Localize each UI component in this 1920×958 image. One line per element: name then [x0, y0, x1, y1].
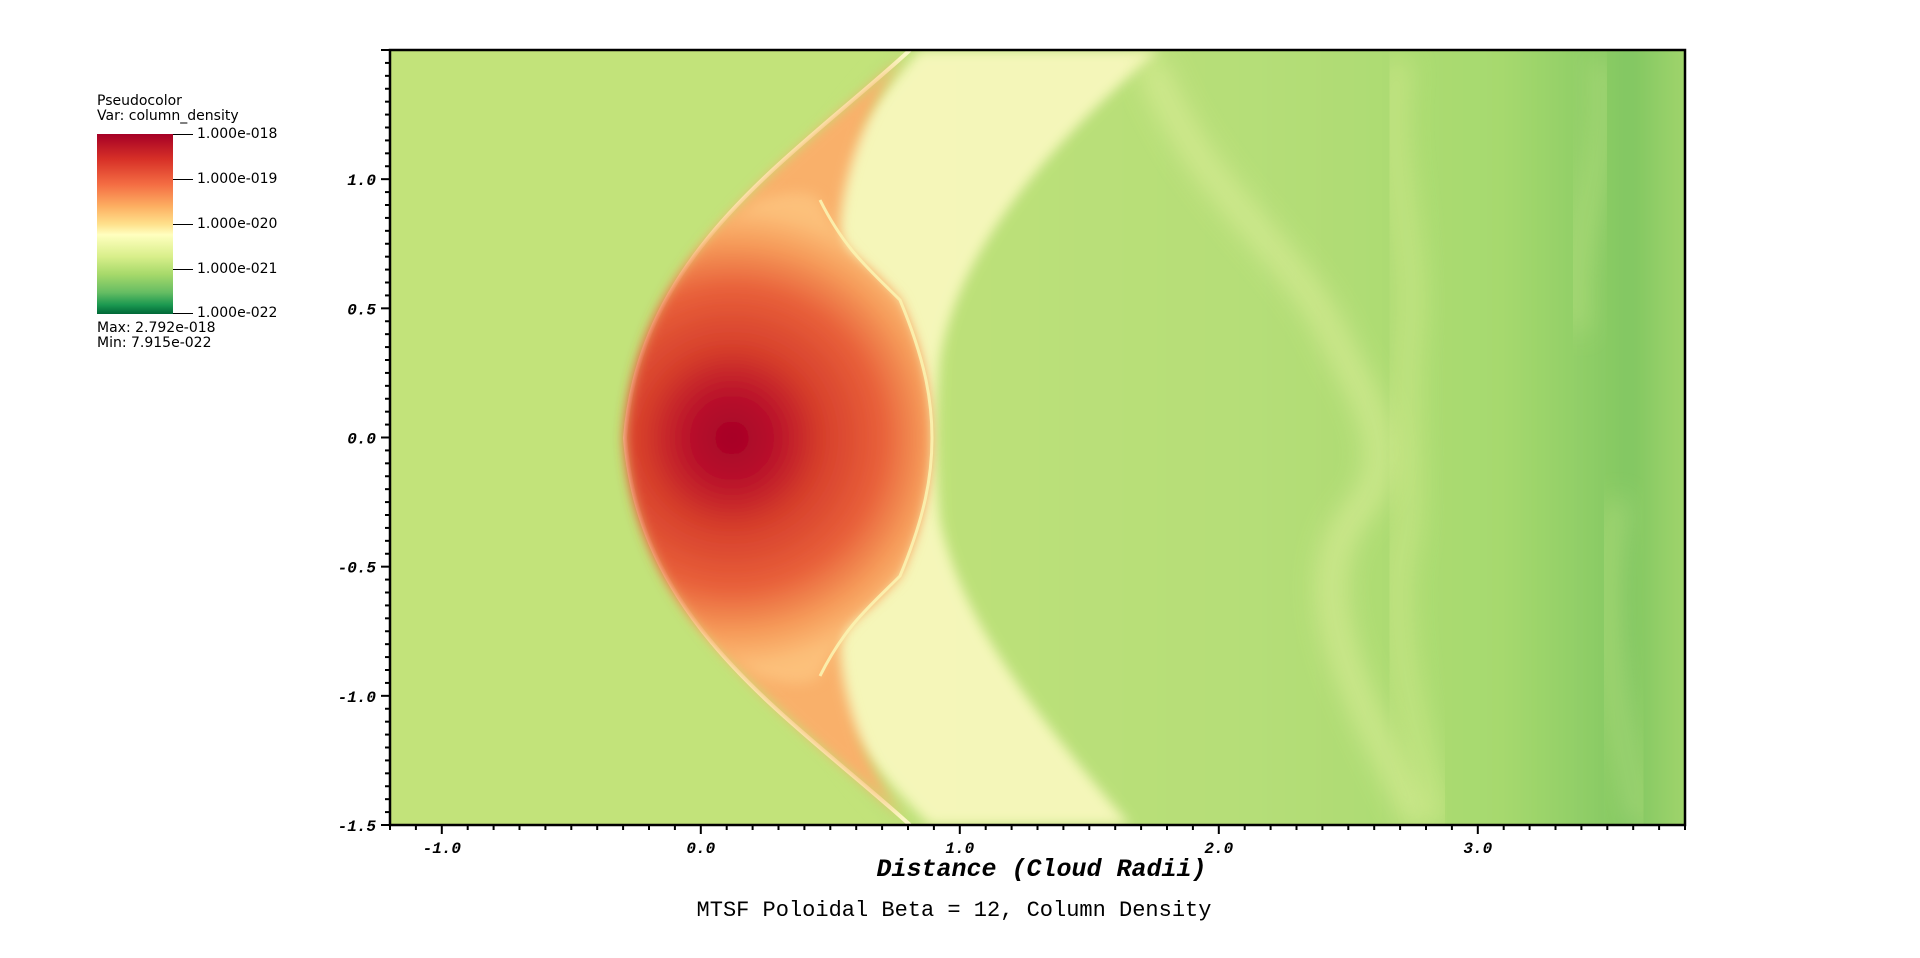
y-tick-label: 1.0 [347, 172, 376, 190]
y-axis: 1.0 0.5 0.0 -0.5 -1.0 -1.5 [338, 49, 390, 836]
legend-min: Min: 7.915e-022 [97, 335, 212, 351]
x-axis: -1.0 0.0 1.0 2.0 3.0 [389, 825, 1686, 858]
legend-tick-label: 1.000e-022 [197, 305, 278, 321]
legend-colorbar [97, 134, 173, 314]
legend-tick-0 [173, 134, 193, 135]
legend-tick-4 [173, 313, 193, 314]
cloud-edge [818, 199, 934, 677]
legend-tick-label: 1.000e-019 [197, 171, 278, 187]
y-tick-label: 0.0 [347, 431, 376, 449]
legend-tick-3 [173, 269, 193, 270]
x-tick-label: 0.0 [686, 840, 715, 858]
legend-tick-label: 1.000e-021 [197, 261, 278, 277]
legend-max: Max: 2.792e-018 [97, 320, 216, 336]
heatmap-field [390, 50, 1685, 825]
legend-variable: Var: column_density [97, 108, 239, 124]
wake-streak [1139, 56, 1430, 825]
x-axis-label: Distance (Cloud Radii) [876, 855, 1207, 884]
legend-plot-type: Pseudocolor [97, 93, 182, 109]
y-tick-label: -1.0 [338, 689, 377, 707]
legend-tick-label: 1.000e-020 [197, 216, 278, 232]
x-tick-label: 3.0 [1463, 840, 1492, 858]
legend-tick-1 [173, 179, 193, 180]
y-tick-label: -1.5 [338, 818, 377, 836]
x-tick-label: 2.0 [1204, 840, 1233, 858]
wake-streak [1600, 497, 1647, 825]
legend-tick-label: 1.000e-018 [197, 126, 278, 142]
y-tick-label: -0.5 [338, 560, 377, 578]
chart-title: MTSF Poloidal Beta = 12, Column Density [696, 898, 1212, 923]
legend-tick-2 [173, 224, 193, 225]
color-legend: Pseudocolor Var: column_density 1.000e-0… [97, 94, 317, 364]
x-tick-label: 1.0 [945, 840, 974, 858]
cloud-body [625, 192, 930, 684]
x-tick-label: -1.0 [423, 840, 462, 858]
y-tick-label: 0.5 [347, 301, 376, 319]
wake-streak [1385, 58, 1449, 825]
wake-streak [1568, 58, 1612, 332]
